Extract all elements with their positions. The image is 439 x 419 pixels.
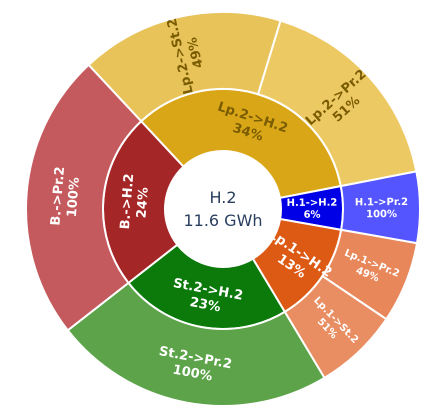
- center-disk: [165, 151, 281, 267]
- label-percent-st2_pr2: 100%: [171, 363, 213, 385]
- label-percent-h1_pr2: 100%: [366, 209, 397, 220]
- label-percent-b_h2: 24%: [134, 187, 151, 219]
- center-label: H.2 11.6 GWh: [183, 188, 262, 230]
- label-percent-b_pr2: 100%: [65, 177, 83, 218]
- label-percent-lp2_st2: 49%: [185, 36, 207, 70]
- label-name-h1_h2: H.1->H.2: [287, 198, 338, 209]
- label-percent-h1_h2: 6%: [304, 210, 321, 221]
- segment-st2_pr2[interactable]: [66, 281, 326, 407]
- label-name-b_pr2: B.->Pr.2: [48, 166, 68, 226]
- center-value: 11.6 GWh: [183, 211, 262, 230]
- label-name-b_h2: B.->H.2: [118, 173, 137, 230]
- label-name-h1_pr2: H.1->Pr.2: [355, 197, 408, 208]
- segment-b_pr2[interactable]: [25, 63, 143, 332]
- label-b_h2: B.->H.224%: [118, 173, 152, 230]
- label-h1_h2: H.1->H.26%: [287, 198, 338, 221]
- segments-layer: [25, 11, 421, 407]
- label-percent-st2_h2: 23%: [188, 295, 221, 315]
- center-title: H.2: [209, 188, 236, 207]
